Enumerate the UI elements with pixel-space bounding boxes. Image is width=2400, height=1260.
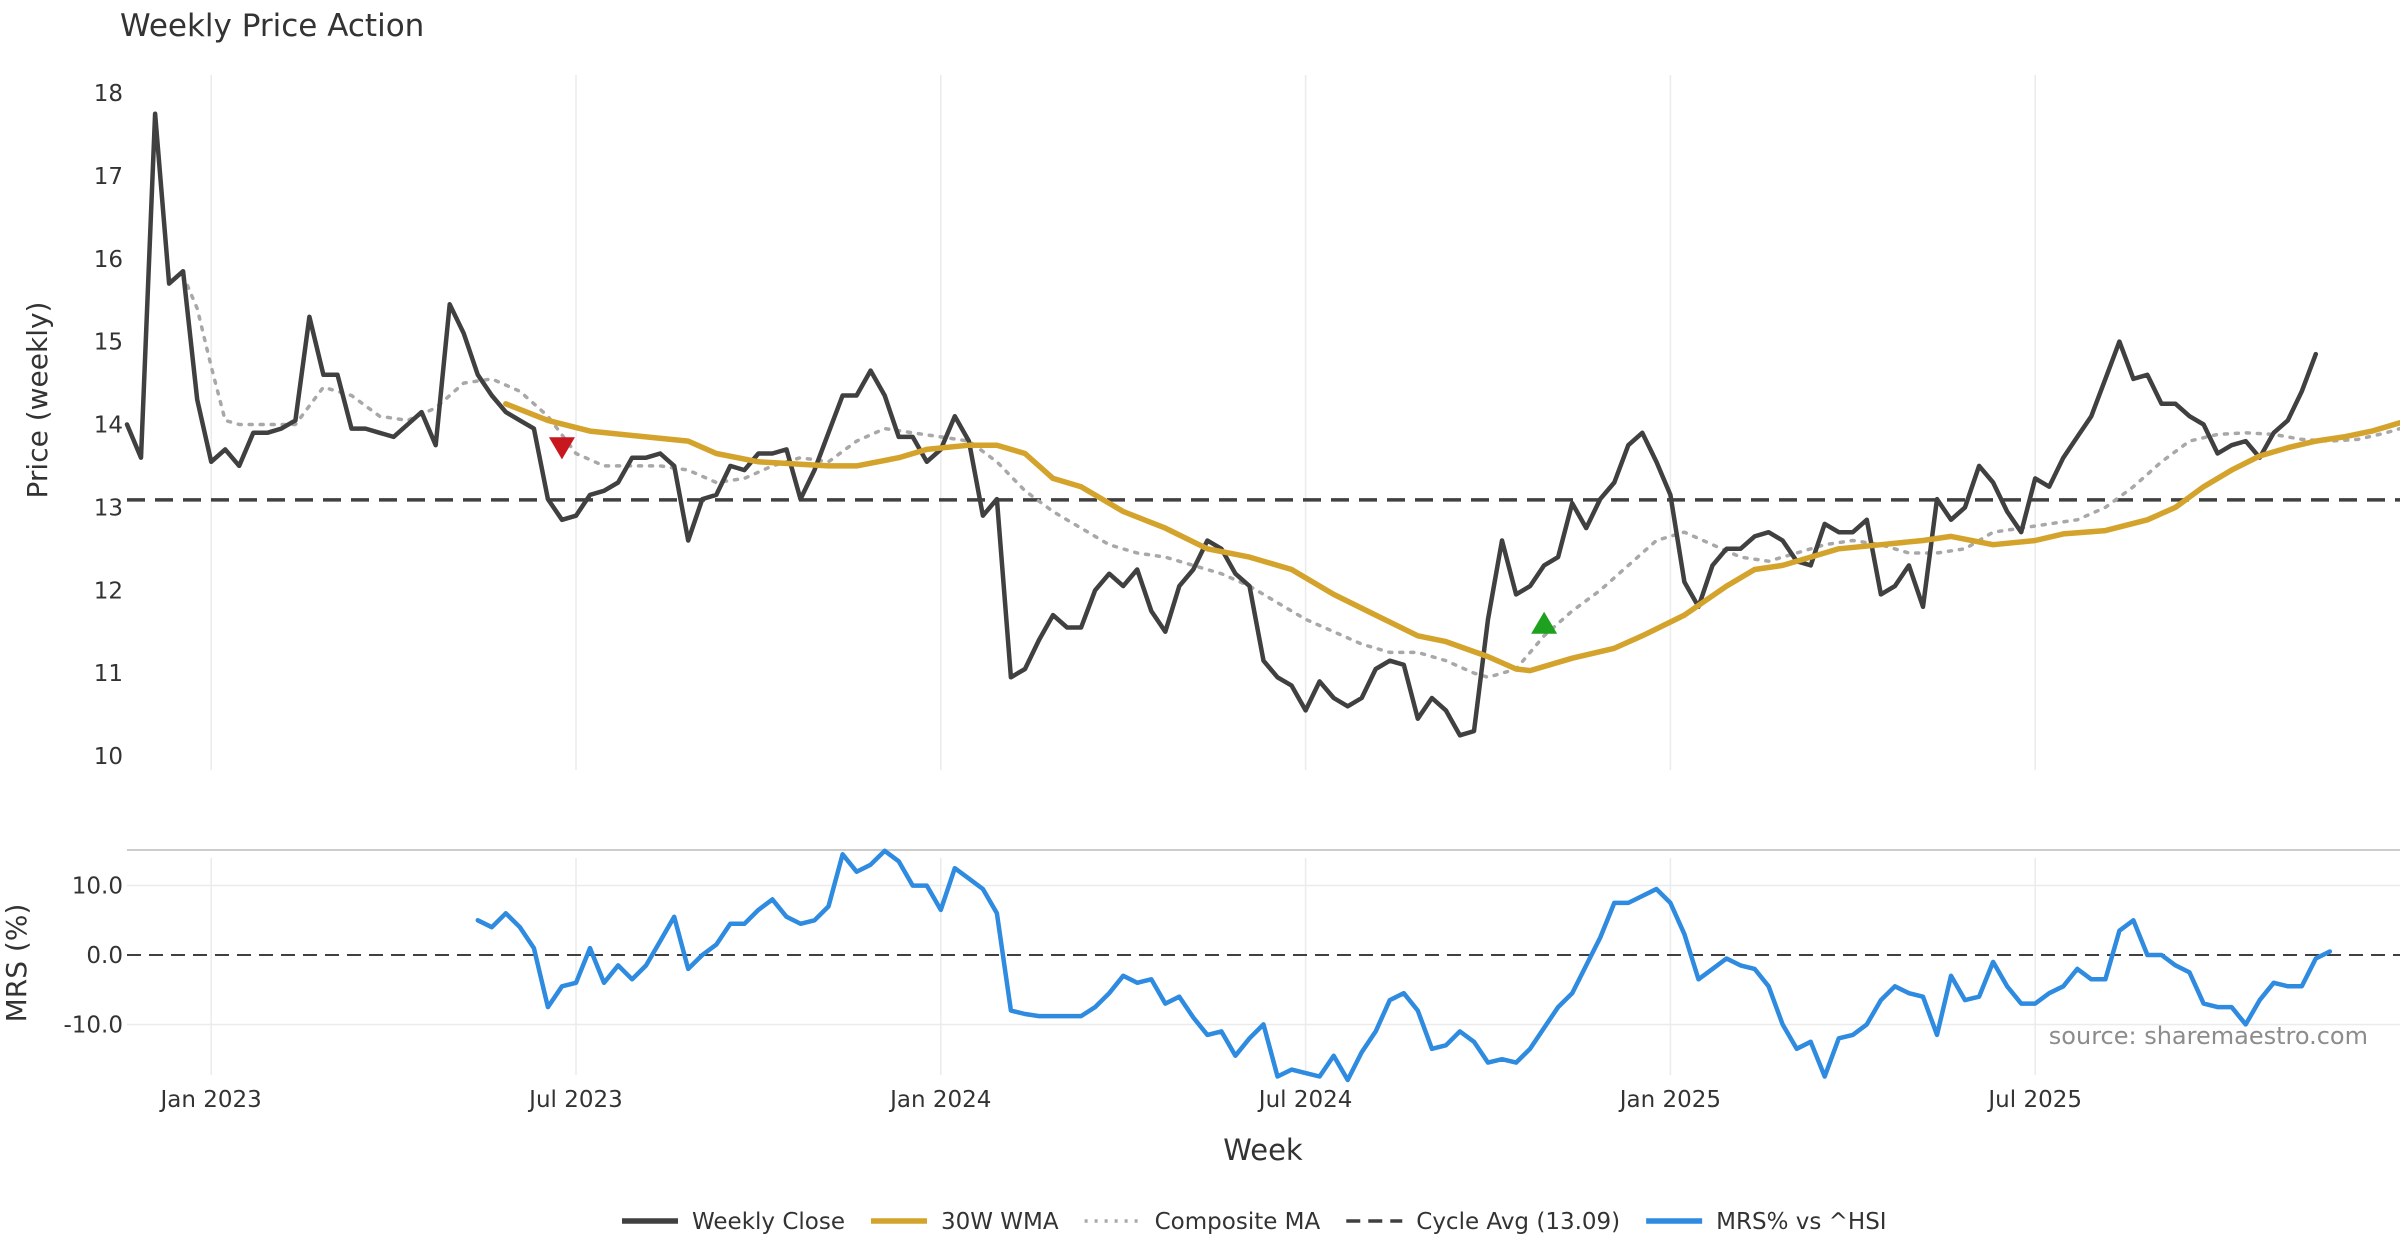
- price-gridlines: [210, 75, 2036, 770]
- sell-signal-marker: [548, 437, 575, 460]
- mrs-series: [127, 848, 2400, 1083]
- x-ticks: Jan 2023 Jul 2023 Jan 2024 Jul 2024 Jan 2025…: [159, 1087, 2082, 1113]
- x-tick-jan-2025: Jan 2025: [1618, 1087, 1721, 1113]
- legend-label-cycle-avg-13-09: Cycle Avg (13.09): [1416, 1209, 1620, 1235]
- series-composite-ma: [181, 273, 2400, 680]
- series-weekly-close: [124, 111, 2319, 738]
- mrs-y-tick-0-0: 0.0: [86, 943, 123, 969]
- legend-item-30w-wma: 30W WMA: [870, 1209, 1059, 1235]
- price-y-tick-14: 14: [94, 413, 123, 439]
- legend-item-mrs-vs-hsi: MRS% vs ^HSI: [1646, 1209, 1887, 1235]
- legend-item-composite-ma: Composite MA: [1084, 1209, 1321, 1235]
- mrs-y-tick-10-0: 10.0: [72, 874, 123, 900]
- price-y-tick-13: 13: [94, 495, 123, 521]
- mrs-y-axis-label: MRS (%): [0, 904, 33, 1023]
- price-y-tick-11: 11: [94, 661, 123, 687]
- x-tick-jan-2024: Jan 2024: [888, 1087, 991, 1113]
- series-30w-wma: [503, 401, 2400, 674]
- legend-label-composite-ma: Composite MA: [1155, 1209, 1321, 1235]
- series-mrs-vs-hsi: [475, 848, 2333, 1083]
- price-y-tick-12: 12: [94, 578, 123, 604]
- legend-item-cycle-avg-13-09: Cycle Avg (13.09): [1346, 1209, 1620, 1235]
- price-series: [124, 111, 2400, 738]
- price-y-ticks: 10 11 12 13 14 15 16 17 18: [94, 81, 123, 770]
- price-y-axis-label: Price (weekly): [21, 302, 54, 499]
- price-y-tick-16: 16: [94, 247, 123, 273]
- x-tick-jul-2025: Jul 2025: [1986, 1087, 2082, 1113]
- legend-label-mrs-vs-hsi: MRS% vs ^HSI: [1716, 1209, 1886, 1235]
- chart-title: Weekly Price Action: [120, 8, 424, 44]
- price-y-tick-17: 17: [94, 164, 123, 190]
- x-tick-jul-2023: Jul 2023: [527, 1087, 623, 1113]
- legend-label-weekly-close: Weekly Close: [692, 1209, 845, 1235]
- price-y-tick-18: 18: [94, 81, 123, 107]
- price-y-tick-15: 15: [94, 330, 123, 356]
- x-tick-jul-2024: Jul 2024: [1257, 1087, 1353, 1113]
- x-axis-label: Week: [1223, 1133, 1303, 1167]
- buy-signal-marker: [1531, 611, 1558, 634]
- legend-item-weekly-close: Weekly Close: [622, 1209, 845, 1235]
- price-y-tick-10: 10: [94, 744, 123, 770]
- signal-markers: [548, 437, 1558, 634]
- legend-label-30w-wma: 30W WMA: [941, 1209, 1059, 1235]
- x-tick-jan-2023: Jan 2023: [159, 1087, 262, 1113]
- legend: Weekly Close 30W WMA Composite MA Cycle Avg…: [622, 1209, 1887, 1235]
- source-annotation: source: sharemaestro.com: [2049, 1022, 2368, 1050]
- mrs-y-tick-10-0: -10.0: [63, 1012, 123, 1038]
- mrs-y-ticks: 10.0 0.0 -10.0: [63, 874, 123, 1039]
